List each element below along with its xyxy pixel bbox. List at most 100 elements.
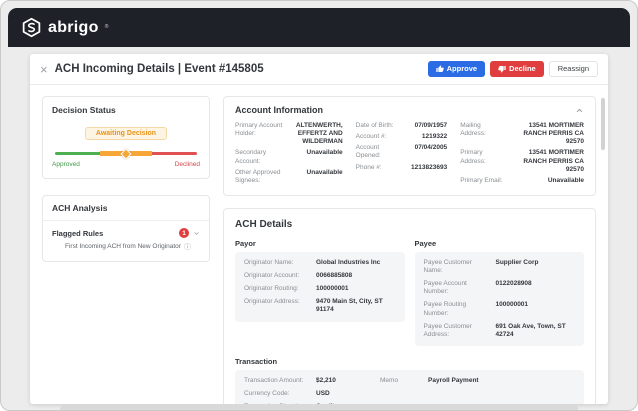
header-actions: Approve Decline Reassign <box>428 61 598 77</box>
flagged-rules-label: Flagged Rules <box>52 229 175 238</box>
gauge-marker <box>120 148 131 159</box>
payee-title: Payee <box>415 239 585 248</box>
transaction-amount: $2,210 <box>316 377 374 385</box>
background-page-edge <box>60 404 578 410</box>
field-label: Secondary Account: <box>235 149 289 165</box>
field-value: 691 Oak Ave, Town, ST 42724 <box>496 323 576 339</box>
reassign-button[interactable]: Reassign <box>549 61 598 77</box>
field-label: Account #: <box>356 133 402 141</box>
page-title: ACH Incoming Details | Event #145805 <box>55 63 264 75</box>
field-label: Payee Routing Number: <box>424 301 490 317</box>
field-label: Primary Account Holder: <box>235 122 289 146</box>
field-value: ALTENWERTH, EFFERTZ AND WILDERMAN <box>295 122 343 146</box>
field-label: Date of Birth: <box>356 122 402 130</box>
decision-status-card: Decision Status Awaiting Decision Approv… <box>42 96 210 179</box>
panel-body: Decision Status Awaiting Decision Approv… <box>30 85 608 404</box>
field-value: 100000001 <box>496 301 576 317</box>
decision-status-title: Decision Status <box>52 105 200 115</box>
field-value: 9470 Main St, City, ST 91174 <box>316 298 396 314</box>
account-information-title: Account Information <box>235 105 323 115</box>
declined-label: Declined <box>175 161 200 168</box>
gauge-declined-segment <box>152 152 197 155</box>
transaction-title: Transaction <box>235 357 584 366</box>
decline-label: Decline <box>509 65 536 73</box>
field-label: Originator Routing: <box>244 285 310 293</box>
field-value: 1219322 <box>408 133 448 141</box>
field-label: Payee Account Number: <box>424 280 490 296</box>
account-information-card: Account Information Primary Account Hold… <box>223 96 596 196</box>
field-value: Unavailable <box>295 169 343 185</box>
account-info-column-3: Mailing Address: 13541 MORTIMER RANCH PE… <box>460 122 584 185</box>
payee-box: Payee Customer Name: Supplier Corp Payee… <box>415 252 585 346</box>
field-value: 07/09/1957 <box>408 122 448 130</box>
payor-title: Payor <box>235 239 405 248</box>
panel-header: × ACH Incoming Details | Event #145805 A… <box>30 54 608 85</box>
scrollbar-thumb[interactable] <box>601 98 605 150</box>
field-value: 100000001 <box>316 285 396 293</box>
field-value: Supplier Corp <box>496 259 576 275</box>
chevron-down-icon <box>193 230 200 237</box>
abrigo-logo-text: abrigo <box>48 19 99 37</box>
event-details-panel: × ACH Incoming Details | Event #145805 A… <box>30 54 608 404</box>
field-label: Account Opened: <box>356 144 402 160</box>
top-navbar: abrigo ® <box>8 8 630 47</box>
close-icon[interactable]: × <box>40 63 48 76</box>
account-info-column-1: Primary Account Holder: ALTENWERTH, EFFE… <box>235 122 343 185</box>
approved-label: Approved <box>52 161 80 168</box>
memo-value: Payroll Payment <box>428 377 575 385</box>
app-window: abrigo ® × ACH Incoming Details | Event … <box>0 0 638 411</box>
account-info-column-2: Date of Birth: 07/09/1957 Account #: 121… <box>356 122 448 185</box>
field-value: USD <box>316 390 575 398</box>
field-label: Phone #: <box>356 164 402 172</box>
transaction-section: Transaction Transaction Amount: $2,210 M… <box>235 357 584 404</box>
chevron-up-icon <box>575 106 584 115</box>
transaction-box: Transaction Amount: $2,210 Memo Payroll … <box>235 370 584 404</box>
field-label: Primary Email: <box>460 177 504 185</box>
field-value: Global Industries Inc <box>316 259 396 267</box>
ach-analysis-card: ACH Analysis Flagged Rules 1 First Incom… <box>42 195 210 262</box>
approve-button[interactable]: Approve <box>428 61 485 77</box>
decline-button[interactable]: Decline <box>490 61 544 77</box>
thumbs-up-icon <box>436 65 444 73</box>
field-value: 13541 MORTIMER RANCH PERRIS CA 92570 <box>510 149 584 173</box>
ach-details-title: ACH Details <box>235 219 584 230</box>
field-value: 0122028908 <box>496 280 576 296</box>
payee-section: Payee Payee Customer Name: Supplier Corp… <box>415 239 585 346</box>
field-value: 1213823693 <box>408 164 448 172</box>
field-label: Mailing Address: <box>460 122 504 146</box>
field-label: Other Approved Signees: <box>235 169 289 185</box>
flagged-rule-item: First Incoming ACH from New Originator ⓘ <box>43 241 209 261</box>
payor-section: Payor Originator Name: Global Industries… <box>235 239 405 346</box>
field-value: 0066885808 <box>316 272 396 280</box>
awaiting-decision-badge: Awaiting Decision <box>85 127 167 140</box>
flagged-rules-toggle[interactable]: Flagged Rules 1 <box>43 221 209 241</box>
field-value: 07/04/2005 <box>408 144 448 160</box>
right-column: Account Information Primary Account Hold… <box>223 96 596 393</box>
field-label: Originator Address: <box>244 298 310 314</box>
approve-label: Approve <box>447 65 477 73</box>
flagged-count-badge: 1 <box>179 228 189 238</box>
info-icon[interactable]: ⓘ <box>184 243 191 252</box>
field-label: Transaction Amount: <box>244 377 310 385</box>
left-column: Decision Status Awaiting Decision Approv… <box>42 96 210 393</box>
abrigo-logo[interactable]: abrigo ® <box>21 17 108 38</box>
gauge-approved-segment <box>55 152 100 155</box>
ach-details-card: ACH Details Payor Originator Name: Globa… <box>223 208 596 404</box>
thumbs-down-icon <box>498 65 506 73</box>
field-value: Unavailable <box>295 149 343 165</box>
field-value: Unavailable <box>510 177 584 185</box>
payor-box: Originator Name: Global Industries Inc O… <box>235 252 405 322</box>
collapse-section-button[interactable] <box>575 106 584 115</box>
registered-mark: ® <box>105 24 109 30</box>
account-info-grid: Primary Account Holder: ALTENWERTH, EFFE… <box>235 122 584 185</box>
field-label: Originator Account: <box>244 272 310 280</box>
field-label: Originator Name: <box>244 259 310 267</box>
field-label: Currency Code: <box>244 390 310 398</box>
field-label: Payee Customer Address: <box>424 323 490 339</box>
abrigo-hexagon-icon <box>21 17 42 38</box>
ach-analysis-title: ACH Analysis <box>43 196 209 221</box>
flagged-rule-text: First Incoming ACH from New Originator <box>65 243 181 252</box>
field-label: Primary Address: <box>460 149 504 173</box>
memo-label: Memo <box>380 377 422 385</box>
decision-gauge <box>55 150 197 157</box>
